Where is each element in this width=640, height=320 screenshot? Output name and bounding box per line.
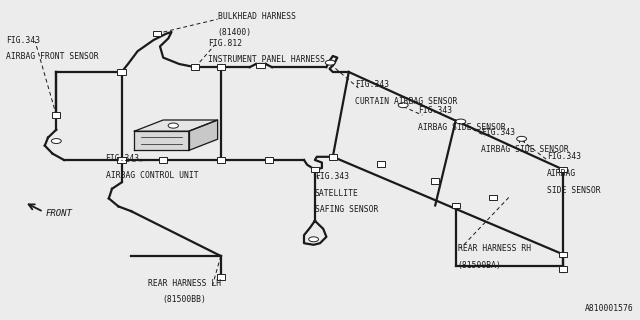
Bar	[489, 195, 497, 200]
Text: (81400): (81400)	[218, 28, 252, 37]
Bar	[265, 157, 273, 163]
Bar	[329, 154, 337, 159]
Text: FIG.343: FIG.343	[6, 36, 40, 44]
Text: CURTAIN AIRBAG SENSOR: CURTAIN AIRBAG SENSOR	[355, 97, 458, 106]
Text: SATELLITE: SATELLITE	[315, 189, 359, 198]
Text: AIRBAG SIDE SENSOR: AIRBAG SIDE SENSOR	[418, 123, 506, 132]
Text: FRONT: FRONT	[46, 209, 73, 218]
Text: FIG.812: FIG.812	[208, 39, 242, 48]
Text: FIG.343: FIG.343	[481, 128, 515, 137]
Text: SIDE SENSOR: SIDE SENSOR	[547, 186, 601, 195]
Text: (81500BA): (81500BA)	[458, 261, 502, 270]
Circle shape	[456, 119, 466, 124]
Bar	[256, 63, 265, 68]
Circle shape	[516, 136, 527, 141]
Polygon shape	[134, 131, 189, 150]
Text: FIG.343: FIG.343	[355, 80, 389, 89]
Text: SAFING SENSOR: SAFING SENSOR	[315, 205, 378, 214]
Bar	[216, 274, 225, 279]
Text: FIG.343: FIG.343	[315, 172, 349, 181]
Text: (81500BB): (81500BB)	[163, 295, 206, 304]
Text: AIRBAG CONTROL UNIT: AIRBAG CONTROL UNIT	[106, 171, 198, 180]
Text: REAR HARNESS RH: REAR HARNESS RH	[458, 244, 531, 253]
Circle shape	[398, 103, 408, 108]
Bar	[118, 157, 125, 163]
Text: AIRBAG FRONT SENSOR: AIRBAG FRONT SENSOR	[6, 52, 99, 61]
Text: REAR HARNESS LH: REAR HARNESS LH	[148, 279, 221, 288]
Bar	[52, 113, 60, 118]
Text: AIRBAG: AIRBAG	[547, 169, 577, 178]
Polygon shape	[134, 120, 218, 131]
Text: INSTRUMENT PANEL HARNESS: INSTRUMENT PANEL HARNESS	[208, 55, 325, 64]
Bar	[118, 69, 125, 75]
Bar	[376, 162, 385, 167]
Text: A810001576: A810001576	[585, 304, 634, 313]
Circle shape	[51, 139, 61, 143]
Bar	[559, 167, 568, 172]
Circle shape	[325, 60, 335, 65]
Text: AIRBAG SIDE SENSOR: AIRBAG SIDE SENSOR	[481, 145, 569, 154]
Bar	[216, 65, 225, 70]
Bar	[191, 65, 200, 70]
Circle shape	[168, 123, 179, 128]
Text: FIG.343: FIG.343	[547, 152, 581, 161]
Text: FIG.343: FIG.343	[418, 106, 452, 115]
Bar	[559, 252, 568, 257]
Circle shape	[308, 237, 319, 242]
Bar	[216, 157, 225, 163]
Polygon shape	[189, 120, 218, 150]
Bar	[452, 203, 460, 208]
Text: FIG.343: FIG.343	[106, 154, 140, 163]
Bar	[159, 157, 168, 163]
Bar	[431, 178, 440, 183]
Bar	[559, 266, 568, 271]
Bar	[152, 31, 161, 36]
Bar	[311, 167, 319, 172]
Text: BULKHEAD HARNESS: BULKHEAD HARNESS	[218, 12, 296, 20]
